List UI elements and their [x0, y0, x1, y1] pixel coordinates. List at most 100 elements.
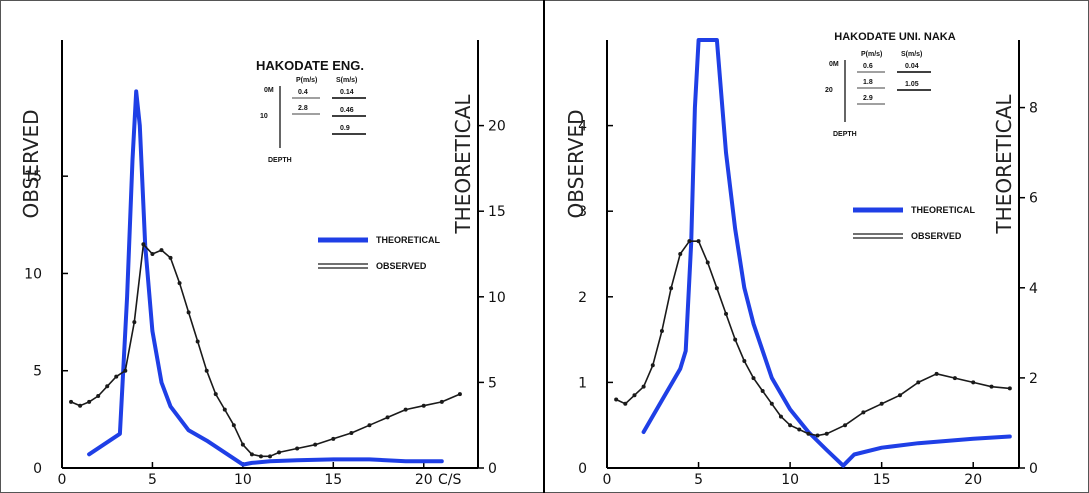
data-point-observed — [952, 376, 957, 381]
data-point-observed — [141, 242, 146, 247]
data-point-observed — [916, 380, 921, 385]
data-point-observed — [69, 399, 74, 404]
data-point-observed — [742, 359, 747, 363]
inset-p-value: 2.9 — [863, 95, 873, 102]
x-tick-label: 20 — [964, 472, 982, 488]
data-point-observed — [204, 368, 209, 373]
data-point-observed — [385, 415, 390, 420]
y-tick-label: 10 — [24, 266, 42, 282]
data-point-observed — [195, 339, 200, 344]
inset-top-label: 0M — [264, 87, 274, 94]
inset-depth-tick: 20 — [825, 87, 833, 94]
y-axis-title: OBSERVED — [19, 110, 43, 219]
y-tick-label: 4 — [578, 119, 587, 135]
y2-tick-label: 15 — [488, 204, 506, 220]
inset-header-s: S(m/s) — [901, 51, 922, 58]
data-point-observed — [96, 394, 101, 399]
data-point-observed — [678, 252, 683, 256]
x-tick-label: 10 — [781, 472, 799, 488]
y-tick-label: 2 — [578, 290, 587, 306]
y2-tick-label: 10 — [488, 290, 506, 306]
data-point-observed — [971, 380, 976, 385]
inset-p-value: 0.6 — [863, 63, 873, 70]
y2-tick-label: 5 — [488, 375, 497, 391]
y2-tick-label: 4 — [1029, 281, 1038, 297]
data-point-observed — [105, 384, 110, 389]
data-point-observed — [614, 397, 619, 402]
y-tick-label: 3 — [578, 204, 587, 220]
data-point-observed — [934, 371, 939, 376]
data-point-observed — [268, 454, 272, 459]
legend-label-theoretical: THEORETICAL — [911, 205, 976, 215]
inset-p-value: 2.8 — [298, 105, 308, 112]
y-tick-label: 0 — [578, 461, 587, 477]
x-tick-label: 20 — [415, 472, 433, 488]
data-point-observed — [806, 431, 811, 436]
x-tick-label: 15 — [324, 472, 342, 488]
x-unit-label: C/S — [438, 472, 461, 488]
data-point-observed — [843, 423, 848, 428]
data-point-observed — [249, 452, 254, 457]
data-point-observed — [669, 286, 674, 291]
data-point-observed — [277, 450, 282, 455]
data-point-observed — [623, 401, 628, 406]
y2-tick-label: 2 — [1029, 371, 1038, 387]
x-tick-label: 15 — [873, 472, 891, 488]
inset-header-s: S(m/s) — [336, 77, 357, 84]
data-point-observed — [897, 393, 902, 398]
inset-depth-tick: 10 — [260, 113, 268, 120]
data-point-observed — [313, 442, 318, 447]
x-tick-label: 10 — [234, 472, 252, 488]
inset-header-p: P(m/s) — [861, 51, 882, 58]
data-point-observed — [367, 423, 372, 428]
data-point-observed — [87, 399, 92, 404]
legend-label-theoretical: THEORETICAL — [376, 235, 441, 245]
data-point-observed — [751, 376, 756, 381]
data-point-observed — [760, 388, 765, 393]
data-point-observed — [714, 286, 719, 291]
data-point-observed — [132, 320, 137, 325]
y2-tick-label: 0 — [1029, 461, 1038, 477]
inset-s-value: 0.46 — [340, 107, 354, 114]
data-point-observed — [457, 392, 462, 397]
data-point-observed — [724, 311, 729, 316]
y2-tick-label: 6 — [1029, 191, 1038, 207]
data-point-observed — [123, 368, 128, 373]
data-point-observed — [331, 436, 336, 441]
data-point-observed — [659, 329, 664, 334]
chart-title: HAKODATE ENG. — [256, 58, 364, 73]
x-tick-label: 5 — [694, 472, 703, 488]
y-tick-label: 15 — [24, 169, 42, 185]
data-point-observed — [295, 446, 300, 451]
x-tick-label: 5 — [148, 472, 157, 488]
series-line-observed — [70, 243, 461, 458]
x-tick-label: 0 — [58, 472, 67, 488]
inset-s-value: 0.9 — [340, 125, 350, 132]
data-point-observed — [231, 423, 236, 428]
inset-p-value: 1.8 — [863, 79, 873, 86]
chart-left: 0 5 10 15 20 0 5 10 15 0 5 10 15 20 OBSERVED THEORETICA… — [19, 40, 506, 488]
legend-label-observed: OBSERVED — [911, 231, 962, 241]
data-point-observed — [150, 252, 155, 256]
data-point-observed — [439, 399, 444, 404]
data-point-observed — [403, 407, 408, 412]
y2-tick-label: 20 — [488, 119, 506, 135]
data-point-observed — [778, 414, 783, 419]
data-point-observed — [1007, 386, 1012, 391]
data-point-observed — [78, 403, 83, 408]
data-point-observed — [824, 431, 829, 436]
y2-axis-title: THEORETICAL — [451, 94, 475, 235]
inset-top-label: 0M — [829, 61, 839, 68]
inset-depth-label: DEPTH — [268, 157, 292, 164]
data-point-observed — [650, 363, 655, 368]
series-line-theoretical — [641, 38, 1012, 468]
data-point-observed — [349, 430, 354, 435]
inset-s-value: 1.05 — [905, 81, 919, 88]
data-point-observed — [114, 374, 119, 379]
series-line-theoretical — [87, 89, 444, 467]
data-point-observed — [989, 384, 994, 389]
inset-s-value: 0.04 — [905, 63, 919, 70]
data-point-observed — [769, 401, 774, 406]
data-point-observed — [797, 427, 802, 432]
data-point-observed — [168, 255, 173, 260]
